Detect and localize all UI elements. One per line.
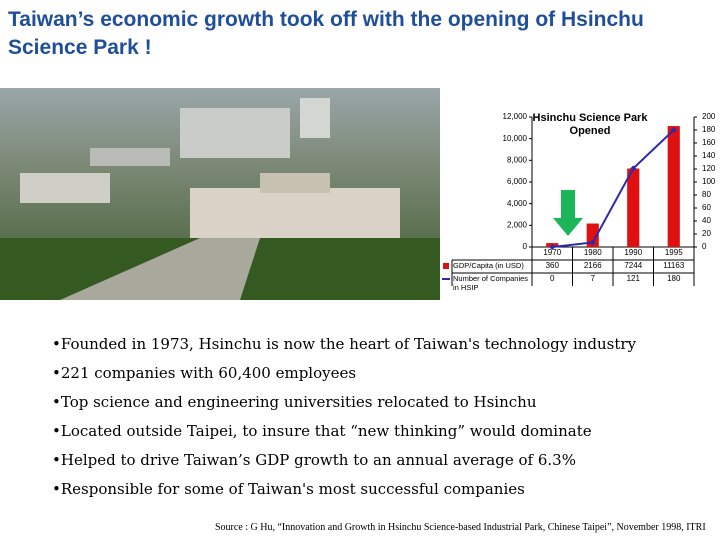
bar — [586, 223, 599, 247]
arrow — [553, 190, 583, 236]
bar — [627, 168, 640, 247]
slide-title: Taiwan’s economic growth took off with t… — [8, 8, 644, 59]
line-marker — [549, 244, 556, 250]
photo — [0, 88, 520, 300]
table-value: 11163 — [663, 261, 685, 270]
table-value: 180 — [667, 274, 681, 283]
annotation-line: Hsinchu Science Park — [533, 112, 649, 124]
y2-tick-label: 120 — [702, 164, 716, 173]
x-tick-label: 1990 — [624, 248, 642, 257]
x-tick-label: 1995 — [665, 248, 683, 257]
y-tick-label: 6,000 — [507, 177, 528, 186]
table-value: 360 — [546, 261, 560, 270]
y2-tick-label: 0 — [702, 242, 707, 251]
y-tick-label: 2,000 — [507, 220, 528, 229]
y2-tick-label: 80 — [702, 190, 711, 199]
annotation: Hsinchu Science Park Opened — [533, 112, 649, 137]
bullet: Located outside Taipei, to insure that “… — [52, 417, 636, 446]
table-value: 121 — [627, 274, 641, 283]
y2-tick-label: 140 — [702, 151, 716, 160]
line-marker — [670, 127, 677, 133]
y-tick-label: 8,000 — [507, 155, 528, 164]
y-tick-label: 12,000 — [503, 112, 528, 121]
table-value: 2166 — [584, 261, 602, 270]
legend-label: GDP/Capita (in USD) — [453, 261, 524, 270]
chart: 0 2,000 4,000 6,000 8,000 10,000 12,000 0 20 40 60… — [0, 88, 720, 300]
row-label: GDP/Capita (in USD) — [453, 261, 524, 270]
y2-tick-label: 40 — [702, 216, 711, 225]
bullet: Top science and engineering universities… — [52, 388, 636, 417]
table-value: 0 — [550, 274, 555, 283]
y2-tick-label: 160 — [702, 138, 716, 147]
source-note: Source : G Hu, “Innovation and Growth in… — [215, 522, 706, 533]
annotation-line: Opened — [570, 125, 611, 137]
y-tick-label: 0 — [523, 242, 528, 251]
y-tick-label: 4,000 — [507, 199, 528, 208]
y2-tick-label: 60 — [702, 203, 711, 212]
y-tick-label: 10,000 — [503, 134, 528, 143]
y2-tick-label: 180 — [702, 125, 716, 134]
bar — [667, 126, 680, 247]
y2-tick-label: 20 — [702, 229, 711, 238]
bullet: 221 companies with 60,400 employees — [52, 359, 636, 388]
table-value: 7 — [591, 274, 596, 283]
bullet-list: Founded in 1973, Hsinchu is now the hear… — [52, 330, 636, 504]
bullet: Founded in 1973, Hsinchu is now the hear… — [52, 330, 636, 359]
y2-tick-label: 100 — [702, 177, 716, 186]
x-tick-label: 1970 — [543, 248, 561, 257]
line-marker — [630, 165, 637, 172]
bullet: Responsible for some of Taiwan's most su… — [52, 475, 636, 504]
legend-key — [443, 263, 449, 269]
bullet: Helped to drive Taiwan’s GDP growth to a… — [52, 446, 636, 475]
row-label: Number of Companies in HSIP — [453, 274, 529, 292]
y2-tick-label: 200 — [702, 112, 716, 121]
x-tick-label: 1980 — [584, 248, 602, 257]
line-marker — [589, 239, 596, 246]
table-value: 7244 — [624, 261, 642, 270]
line — [552, 129, 675, 248]
legend-label: Number of Companies in HSIP — [453, 274, 529, 292]
